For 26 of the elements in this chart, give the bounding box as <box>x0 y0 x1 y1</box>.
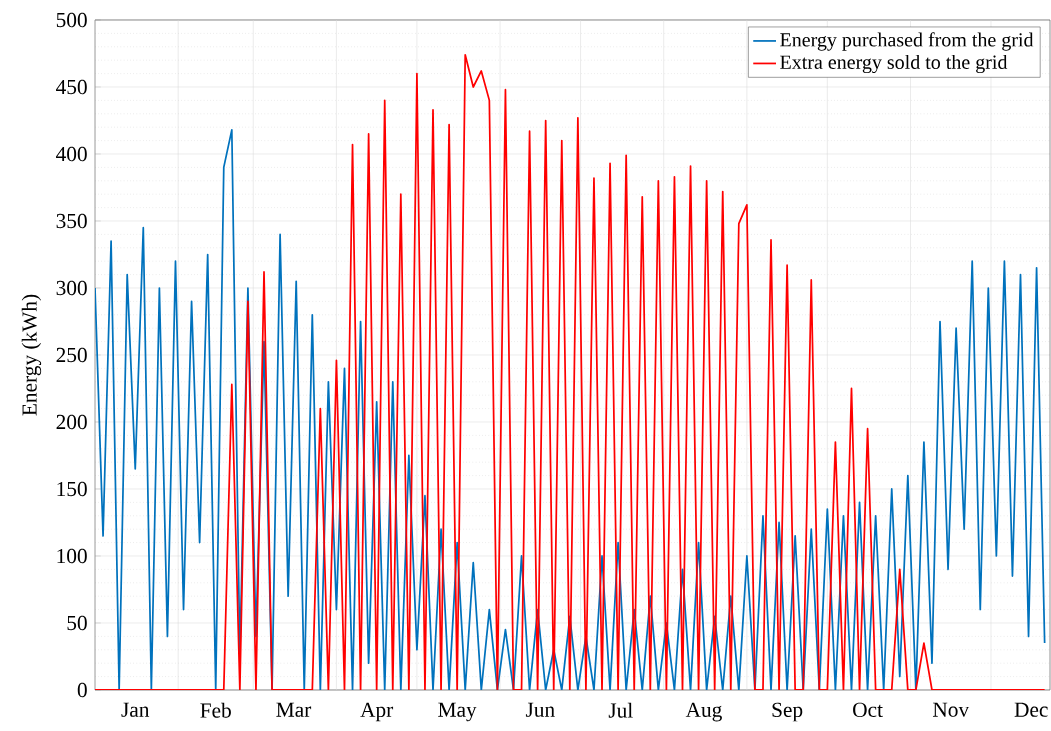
x-tick-label: Apr <box>360 702 394 722</box>
x-tick-label: Nov <box>932 702 970 717</box>
y-tick-label: 400 <box>56 146 87 162</box>
y-tick-label: 350 <box>56 213 87 229</box>
y-tick-label: 500 <box>56 12 87 28</box>
y-tick-label: 300 <box>56 280 87 296</box>
y-tick-label: 250 <box>56 347 87 363</box>
x-tick-label: Jun <box>525 702 555 717</box>
x-tick-label: Jan <box>121 702 150 717</box>
y-tick-label: 150 <box>57 481 87 497</box>
x-tick-label: May <box>438 702 477 722</box>
x-tick-label: Oct <box>853 702 883 718</box>
y-axis-title: Energy (kWh) <box>21 294 42 416</box>
x-tick-label: Jul <box>608 702 633 718</box>
legend-label: Energy purchased from the grid <box>780 32 1034 51</box>
x-tick-label: Aug <box>685 702 722 722</box>
y-tick-label: 0 <box>77 682 87 698</box>
x-tick-label: Dec <box>1014 702 1048 717</box>
y-tick-label: 100 <box>57 548 87 564</box>
x-tick-label: Feb <box>200 702 231 718</box>
x-tick-label: Mar <box>276 702 312 717</box>
legend-label: Extra energy sold to the grid <box>780 54 1008 74</box>
y-tick-label: 200 <box>56 414 87 430</box>
x-tick-label: Sep <box>772 702 803 722</box>
y-tick-label: 450 <box>56 79 87 95</box>
y-tick-label: 50 <box>67 615 87 631</box>
